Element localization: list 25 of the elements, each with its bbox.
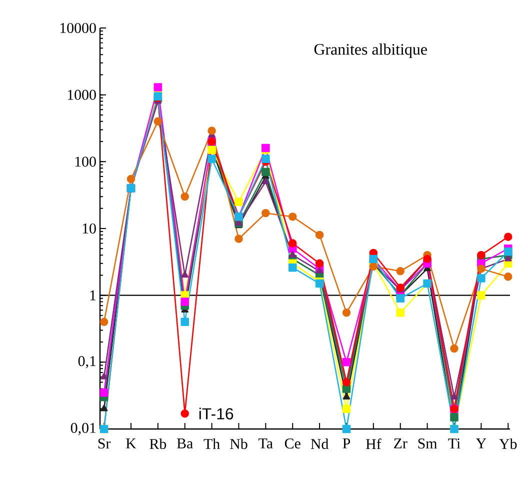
- x-tick-label: Sm: [418, 438, 438, 449]
- x-tick-label: Y: [476, 438, 486, 448]
- y-tick-label: 1000: [68, 90, 96, 100]
- x-tick-label: Rb: [150, 438, 166, 450]
- x-tick-label: Ta: [258, 438, 273, 448]
- x-tick-label: Zr: [394, 438, 408, 448]
- text: Granites albitique: [314, 44, 427, 58]
- x-tick-label: Sr: [98, 438, 111, 449]
- y-tick-label: 10: [82, 223, 96, 234]
- y-tick-label: 10000: [60, 22, 96, 34]
- x-tick-label: Nd: [310, 438, 328, 450]
- x-tick-label: Ce: [284, 438, 300, 449]
- y-tick-label: 0,1: [78, 356, 96, 368]
- x-tick-label: Th: [204, 438, 220, 449]
- x-tick-label: K: [126, 438, 136, 448]
- y-tick-label: 100: [75, 156, 96, 167]
- x-tick-label: Ti: [448, 438, 460, 448]
- x-tick-label: P: [342, 438, 350, 448]
- x-tick-label: Hf: [366, 438, 382, 450]
- x-tick-label: Ba: [177, 438, 193, 448]
- x-tick-label: Yb: [499, 438, 517, 450]
- x-tick-label: Nb: [230, 438, 248, 450]
- annotation: iT-16: [199, 408, 234, 420]
- y-tick-label: 1: [90, 290, 96, 300]
- y-tick-label: 0,01: [70, 422, 96, 436]
